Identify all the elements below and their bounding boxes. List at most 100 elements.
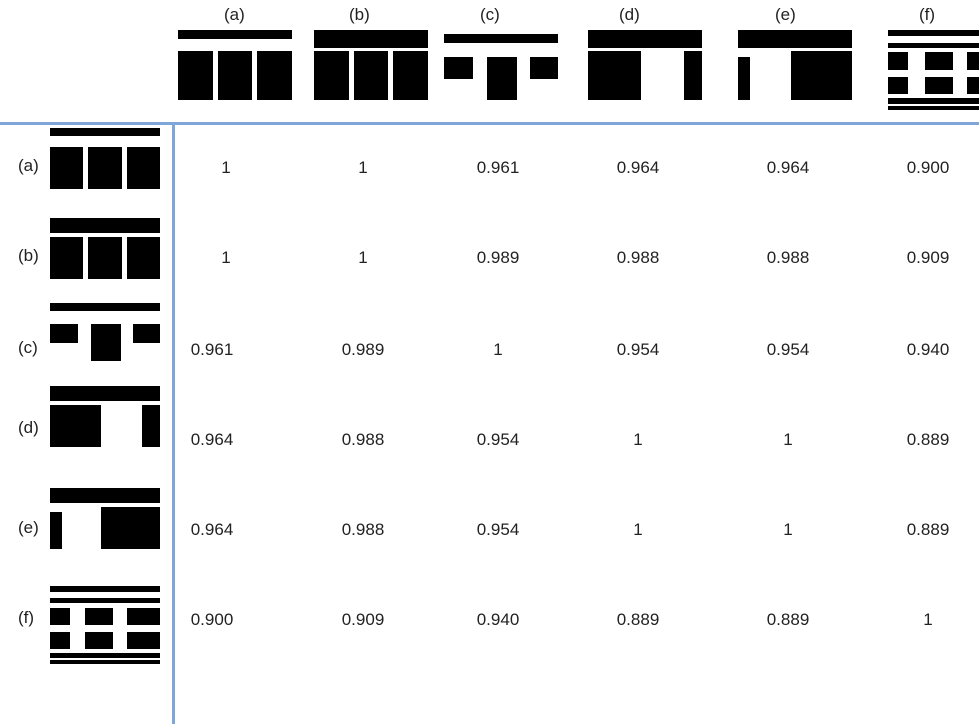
layout-a-row-block-0 <box>50 128 160 136</box>
layout-c-column-block-1 <box>444 57 473 79</box>
layout-f-icon-column <box>888 30 979 110</box>
matrix-cell: 1 <box>783 430 793 449</box>
layout-f-row-block-8 <box>50 652 160 659</box>
column-header-label: (c) <box>480 5 500 24</box>
matrix-cell: 1 <box>923 610 933 629</box>
matrix-cell: 0.989 <box>341 340 385 359</box>
layout-a-column-block-2 <box>217 51 253 101</box>
layout-e-icon-column <box>738 30 852 110</box>
layout-e-row-block-0 <box>50 488 160 504</box>
matrix-cell: 0.954 <box>766 340 810 359</box>
layout-e-column-block-0 <box>738 30 852 48</box>
matrix-cell: 1 <box>783 520 793 539</box>
matrix-cell: 0.889 <box>616 610 660 629</box>
layout-d-column-block-2 <box>683 51 702 101</box>
row-header-divider-line <box>172 122 175 724</box>
matrix-cell: 0.889 <box>766 610 810 629</box>
layout-f-column-block-4 <box>967 52 979 70</box>
layout-b-column-block-1 <box>314 51 349 101</box>
matrix-cell: 1 <box>221 158 231 177</box>
column-header-label: (f) <box>919 5 936 24</box>
layout-a-column-block-3 <box>257 51 292 101</box>
layout-f-row-block-4 <box>126 607 160 625</box>
matrix-cell: 0.889 <box>906 430 950 449</box>
matrix-cell: 0.909 <box>906 248 950 267</box>
layout-a-row-block-1 <box>50 146 84 190</box>
layout-a-row-block-2 <box>88 146 122 190</box>
layout-c-icon-row <box>50 300 160 370</box>
matrix-cell: 0.988 <box>341 430 385 449</box>
layout-f-column-block-5 <box>888 76 909 95</box>
row-header-label: (f) <box>18 608 35 627</box>
layout-f-row-block-6 <box>85 631 113 649</box>
layout-c-icon-column <box>444 30 558 110</box>
layout-f-row-block-2 <box>50 607 70 625</box>
matrix-cell: 0.988 <box>341 520 385 539</box>
layout-f-column-block-8 <box>888 98 979 105</box>
layout-b-row-block-3 <box>126 236 160 280</box>
matrix-cell: 1 <box>358 158 368 177</box>
matrix-cell: 0.954 <box>476 520 520 539</box>
matrix-cell: 0.954 <box>476 430 520 449</box>
matrix-cell: 0.954 <box>616 340 660 359</box>
row-header-label: (b) <box>18 246 39 265</box>
layout-f-column-block-0 <box>888 30 979 36</box>
layout-e-column-block-1 <box>738 57 751 101</box>
matrix-cell: 0.964 <box>766 158 810 177</box>
matrix-cell: 0.964 <box>190 430 234 449</box>
layout-b-row-block-0 <box>50 218 160 234</box>
layout-b-icon-row <box>50 218 160 288</box>
layout-f-row-block-3 <box>85 607 113 625</box>
layout-c-row-block-3 <box>132 323 160 343</box>
matrix-cell: 0.900 <box>906 158 950 177</box>
layout-d-row-block-2 <box>142 404 160 448</box>
layout-f-row-block-9 <box>50 660 160 664</box>
matrix-cell: 0.989 <box>476 248 520 267</box>
matrix-cell: 0.889 <box>906 520 950 539</box>
layout-f-column-block-1 <box>888 42 979 48</box>
layout-d-row-block-0 <box>50 386 160 402</box>
layout-d-column-block-0 <box>588 30 702 48</box>
matrix-cell: 0.988 <box>616 248 660 267</box>
layout-e-row-block-2 <box>101 506 160 550</box>
matrix-cell: 1 <box>221 248 231 267</box>
matrix-cell: 1 <box>493 340 503 359</box>
layout-c-row-block-1 <box>50 323 78 343</box>
row-header-label: (d) <box>18 418 39 437</box>
layout-c-row-block-0 <box>50 303 160 312</box>
layout-a-row-block-3 <box>126 146 160 190</box>
row-header-label: (e) <box>18 518 39 537</box>
layout-c-column-block-3 <box>529 57 558 79</box>
layout-c-column-block-2 <box>486 57 518 101</box>
layout-d-column-block-1 <box>588 51 641 101</box>
layout-a-column-block-0 <box>178 30 292 39</box>
layout-b-row-block-2 <box>88 236 122 280</box>
matrix-cell: 0.988 <box>766 248 810 267</box>
matrix-cell: 0.909 <box>341 610 385 629</box>
matrix-cell: 1 <box>633 430 643 449</box>
layout-e-icon-row <box>50 488 160 558</box>
column-header-label: (a) <box>224 5 245 24</box>
layout-b-column-block-3 <box>393 51 428 101</box>
layout-f-column-block-6 <box>924 76 954 95</box>
layout-f-row-block-0 <box>50 586 160 592</box>
layout-e-column-block-2 <box>790 51 852 101</box>
layout-e-row-block-1 <box>50 511 62 550</box>
layout-a-icon-column <box>178 30 292 110</box>
layout-f-column-block-7 <box>967 76 979 95</box>
layout-b-row-block-1 <box>50 236 84 280</box>
layout-f-column-block-3 <box>924 52 954 70</box>
layout-f-row-block-7 <box>126 631 160 649</box>
layout-d-icon-column <box>588 30 702 110</box>
layout-f-column-block-9 <box>888 106 979 110</box>
layout-b-icon-column <box>314 30 428 110</box>
column-header-label: (d) <box>619 5 640 24</box>
matrix-cell: 0.940 <box>906 340 950 359</box>
matrix-cell: 0.964 <box>190 520 234 539</box>
column-header-label: (e) <box>775 5 796 24</box>
layout-f-icon-row <box>50 586 160 664</box>
row-header-label: (a) <box>18 156 39 175</box>
layout-f-row-block-1 <box>50 598 160 604</box>
layout-a-column-block-1 <box>178 51 213 101</box>
